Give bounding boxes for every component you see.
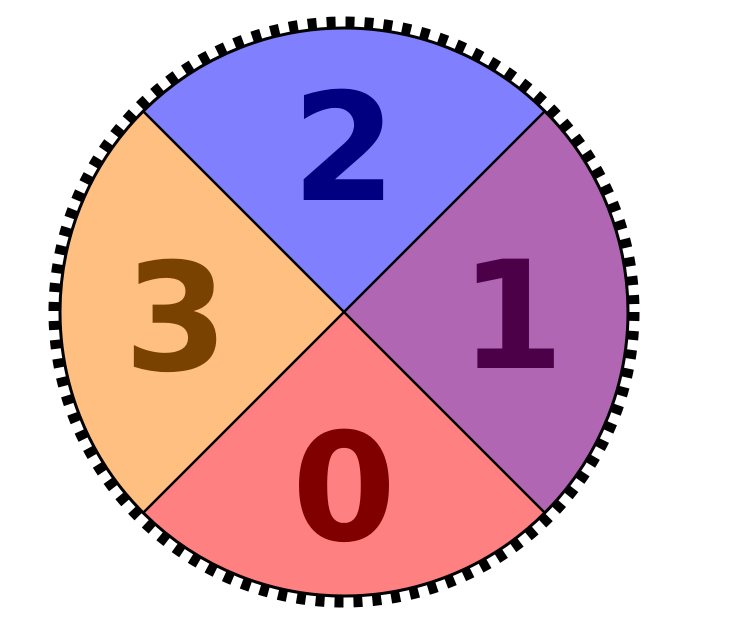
sector-0	[143, 312, 545, 596]
spinner-outline	[58, 26, 630, 598]
sector-1	[344, 111, 628, 513]
tick-ring	[48, 16, 640, 608]
sector-label-0: 0	[292, 402, 396, 576]
divider-line-2	[142, 110, 546, 514]
sector-3	[60, 111, 345, 513]
sector-label-3: 3	[124, 232, 228, 406]
sector-label-2: 2	[292, 62, 396, 236]
sector-2	[143, 28, 545, 313]
sector-label-1: 1	[460, 230, 564, 404]
